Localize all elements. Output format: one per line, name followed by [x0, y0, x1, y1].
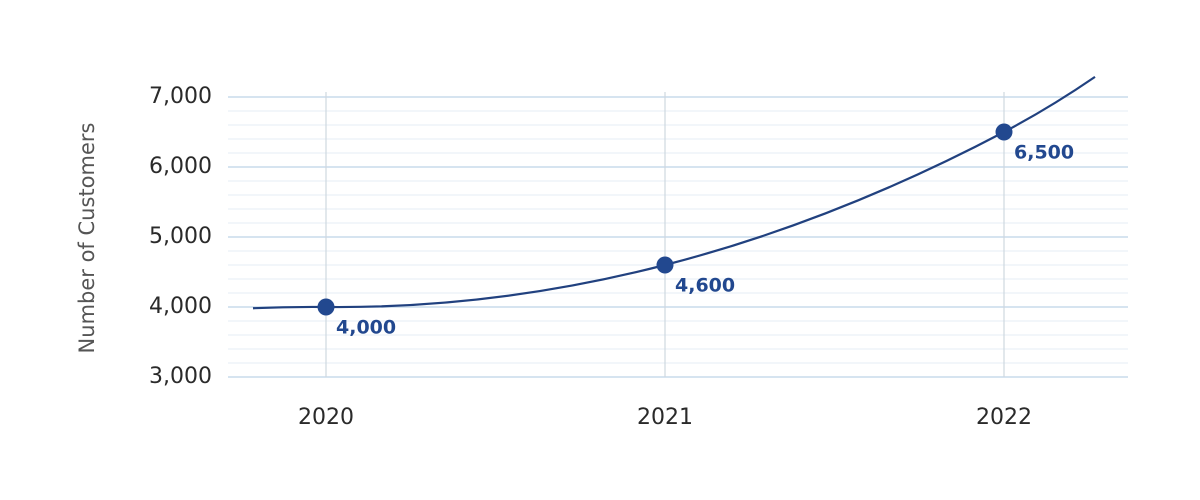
x-tick-label: 2021	[637, 405, 693, 430]
value-label: 6,500	[1014, 142, 1074, 164]
y-tick-label: 4,000	[149, 294, 212, 319]
x-tick-label: 2022	[976, 405, 1032, 430]
value-label: 4,000	[336, 317, 396, 339]
value-label: 4,600	[675, 275, 735, 297]
x-tick-label: 2020	[298, 405, 354, 430]
point	[995, 123, 1013, 141]
trend-extension	[1003, 75, 1096, 133]
y-tick-label: 5,000	[149, 224, 212, 249]
grid	[228, 92, 1128, 378]
y-tick-label: 7,000	[149, 84, 212, 109]
trend-extension	[252, 305, 327, 310]
point	[656, 256, 674, 274]
y-axis-title: Number of Customers	[75, 123, 99, 354]
y-tick-label: 6,000	[149, 154, 212, 179]
y-tick-label: 3,000	[149, 364, 212, 389]
point	[317, 298, 335, 316]
